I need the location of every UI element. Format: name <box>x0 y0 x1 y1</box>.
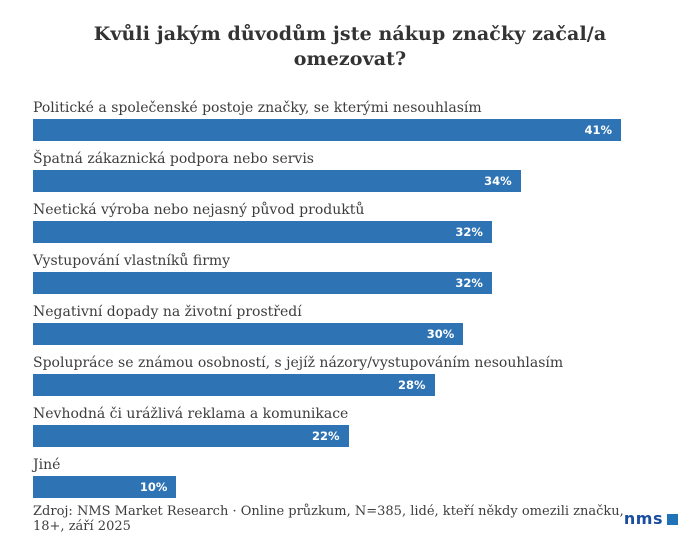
bar-row: Spolupráce se známou osobností, s jejíž … <box>33 355 621 396</box>
bar: 30% <box>33 323 464 345</box>
bar: 41% <box>33 119 621 141</box>
bar-row: Politické a společenské postoje značky, … <box>33 100 621 141</box>
bar-value: 10% <box>139 480 168 494</box>
bar-value: 30% <box>426 327 455 341</box>
bar-row: Neetická výroba nebo nejasný původ produ… <box>33 202 621 243</box>
chart-page: Kvůli jakým důvodům jste nákup značky za… <box>0 22 700 552</box>
bar-track: 22% <box>33 425 621 447</box>
bar-chart: Politické a společenské postoje značky, … <box>33 100 621 498</box>
nms-logo: nms <box>624 511 678 527</box>
bar-label: Jiné <box>33 457 61 473</box>
bar: 34% <box>33 170 521 192</box>
bar-row: Negativní dopady na životní prostředí 30% <box>33 304 621 345</box>
bar-label: Politické a společenské postoje značky, … <box>33 100 482 116</box>
nms-logo-square-icon <box>667 513 678 525</box>
bar-value: 32% <box>455 276 483 290</box>
bar-value: 41% <box>584 123 612 137</box>
bar-label: Vystupování vlastníků firmy <box>33 253 231 269</box>
bar-label: Špatná zákaznická podpora nebo servis <box>33 151 314 167</box>
bar: 32% <box>33 221 492 243</box>
bar: 22% <box>33 425 349 447</box>
bar: 10% <box>33 476 177 498</box>
bar-value: 28% <box>398 378 426 392</box>
bar-row: Špatná zákaznická podpora nebo servis 34% <box>33 151 621 192</box>
nms-logo-text: nms <box>623 509 663 528</box>
bar-label: Negativní dopady na životní prostředí <box>33 304 302 320</box>
bar-row: Vystupování vlastníků firmy 32% <box>33 253 621 294</box>
bar-value: 22% <box>311 429 340 443</box>
bar-track: 34% <box>33 170 621 192</box>
bar-track: 32% <box>33 221 621 243</box>
bar-label: Neetická výroba nebo nejasný původ produ… <box>33 202 365 218</box>
chart-title: Kvůli jakým důvodům jste nákup značky za… <box>93 23 607 70</box>
bar-label: Nevhodná či urážlivá reklama a komunikac… <box>33 406 349 422</box>
bar-track: 32% <box>33 272 621 294</box>
bar-row: Jiné 10% <box>33 457 621 498</box>
bar-track: 41% <box>33 119 621 141</box>
bar-value: 34% <box>484 174 512 188</box>
bar-value: 32% <box>455 225 483 239</box>
bar-track: 10% <box>33 476 621 498</box>
bar: 28% <box>33 374 435 396</box>
bar: 32% <box>33 272 492 294</box>
bar-track: 30% <box>33 323 621 345</box>
bar-track: 28% <box>33 374 621 396</box>
bar-label: Spolupráce se známou osobností, s jejíž … <box>33 355 564 371</box>
bar-row: Nevhodná či urážlivá reklama a komunikac… <box>33 406 621 447</box>
